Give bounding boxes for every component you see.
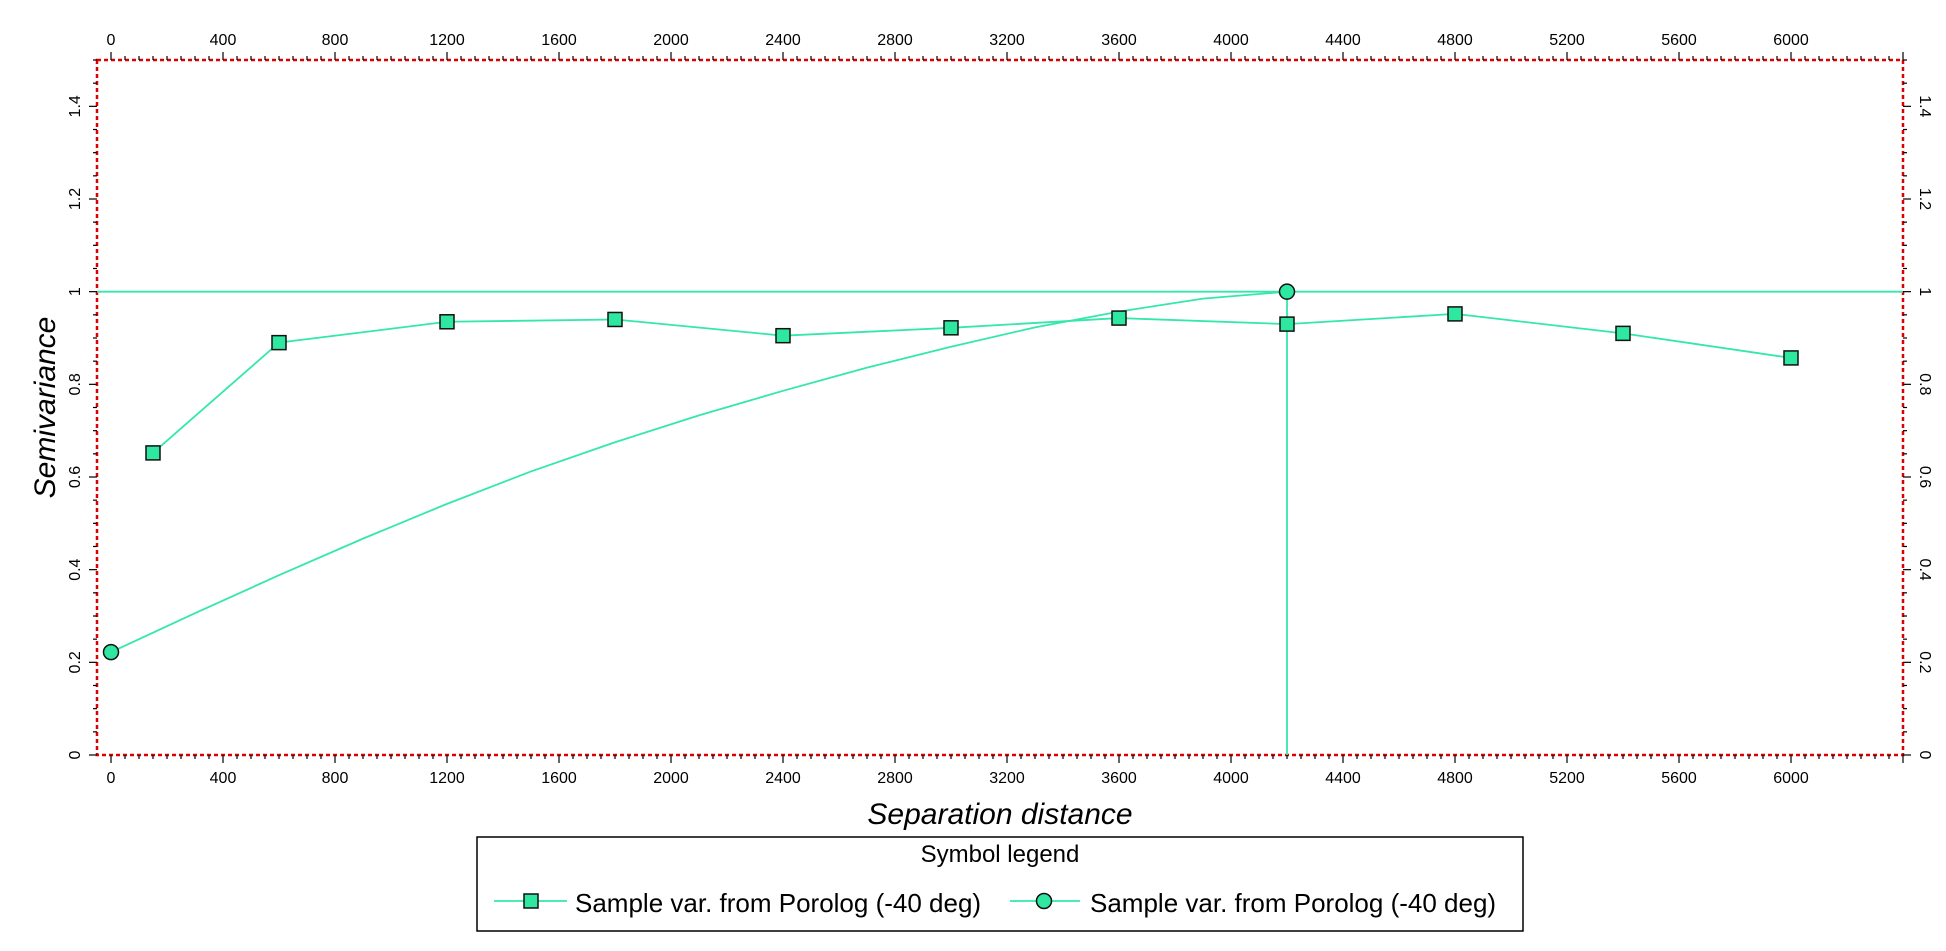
- circle-marker: [102, 643, 120, 661]
- x-tick-label-top: 3200: [989, 32, 1025, 49]
- square-marker: [775, 327, 791, 344]
- x-tick-label-top: 5600: [1661, 32, 1697, 49]
- x-tick-label-bottom: 3600: [1101, 770, 1137, 787]
- x-tick-label-top: 6000: [1773, 32, 1809, 49]
- y-tick-label-left: 1: [67, 287, 84, 296]
- x-tick-label-top: 4400: [1325, 32, 1361, 49]
- y-axis-title: Semivariance: [29, 317, 62, 499]
- square-marker: [439, 314, 455, 330]
- x-tick-label-top: 4000: [1213, 32, 1249, 49]
- x-tick-label-top: 800: [322, 32, 349, 49]
- y-tick-label-right: 1: [1916, 287, 1933, 296]
- x-tick-label-bottom: 4000: [1213, 770, 1249, 787]
- y-tick-label-left: 0.4: [67, 558, 84, 580]
- x-tick-label-top: 2400: [765, 32, 801, 49]
- x-tick-label-bottom: 1200: [429, 770, 465, 787]
- square-marker: [1447, 306, 1463, 322]
- square-marker: [1615, 325, 1631, 342]
- x-tick-label-top: 400: [210, 32, 237, 49]
- legend-circle-marker: [1035, 892, 1053, 910]
- y-tick-label-left: 0.2: [67, 651, 84, 673]
- series-layer: [97, 283, 1903, 755]
- x-axis-title: Separation distance: [867, 798, 1132, 831]
- square-marker: [943, 320, 959, 336]
- y-tick-label-right: 0: [1916, 751, 1933, 760]
- legend-box: [476, 836, 1524, 932]
- model-curve: [110, 290, 1288, 653]
- x-tick-label-top: 1200: [429, 32, 465, 49]
- x-tick-label-bottom: 2000: [653, 770, 689, 787]
- x-tick-label-bottom: 2800: [877, 770, 913, 787]
- square-marker: [145, 445, 161, 461]
- legend-entry-circles: Sample var. from Porolog (-40 deg): [1090, 888, 1496, 918]
- y-tick-label-left: 1.2: [67, 188, 84, 210]
- x-tick-label-bottom: 4800: [1437, 770, 1473, 787]
- x-tick-label-top: 2800: [877, 32, 913, 49]
- x-tick-label-bottom: 800: [322, 770, 349, 787]
- x-tick-label-top: 4800: [1437, 32, 1473, 49]
- y-tick-label-right: 0.6: [1916, 466, 1933, 488]
- y-tick-label-left: 1.4: [67, 95, 84, 117]
- x-tick-label-top: 0: [107, 32, 116, 49]
- x-tick-label-top: 2000: [653, 32, 689, 49]
- circle-marker: [1278, 283, 1296, 300]
- y-tick-label-left: 0.6: [67, 466, 84, 488]
- axis-ticks: [89, 52, 1911, 763]
- square-marker: [607, 311, 623, 328]
- y-tick-label-right: 0.4: [1916, 559, 1933, 581]
- square-marker: [271, 334, 287, 351]
- x-tick-label-bottom: 400: [210, 770, 237, 787]
- legend-square-marker: [523, 893, 539, 909]
- square-marker: [1279, 316, 1295, 332]
- x-tick-label-bottom: 1600: [541, 770, 577, 787]
- x-tick-label-bottom: 6000: [1773, 770, 1809, 787]
- square-marker: [1111, 310, 1127, 326]
- square-marker: [1783, 350, 1799, 366]
- x-tick-label-bottom: 4400: [1325, 770, 1361, 787]
- plot-frame: [95, 58, 1905, 757]
- y-tick-label-right: 1.2: [1916, 188, 1933, 210]
- y-tick-label-right: 1.4: [1916, 95, 1933, 117]
- x-tick-label-bottom: 5600: [1661, 770, 1697, 787]
- y-tick-label-right: 0.8: [1916, 373, 1933, 395]
- series-squares-line: [152, 313, 1792, 454]
- y-tick-label-left: 0.8: [67, 373, 84, 395]
- x-tick-label-bottom: 5200: [1549, 770, 1585, 787]
- tick-labels: 0 0 400 400 800 800 1200 1200 1600 1600 2000 2000 24…: [67, 32, 1933, 787]
- x-tick-label-top: 5200: [1549, 32, 1585, 49]
- legend-entry-squares: Sample var. from Porolog (-40 deg): [575, 888, 981, 918]
- x-tick-label-bottom: 2400: [765, 770, 801, 787]
- x-tick-label-bottom: 0: [107, 770, 116, 787]
- y-tick-label-right: 0.2: [1916, 651, 1933, 673]
- y-tick-label-left: 0: [67, 750, 84, 759]
- x-tick-label-top: 3600: [1101, 32, 1137, 49]
- x-tick-label-bottom: 3200: [989, 770, 1025, 787]
- x-tick-label-top: 1600: [541, 32, 577, 49]
- symbol-legend: Symbol legend Sample var. from Porolog (…: [476, 836, 1524, 932]
- plot-border: [95, 58, 1905, 757]
- legend-title: Symbol legend: [921, 841, 1080, 868]
